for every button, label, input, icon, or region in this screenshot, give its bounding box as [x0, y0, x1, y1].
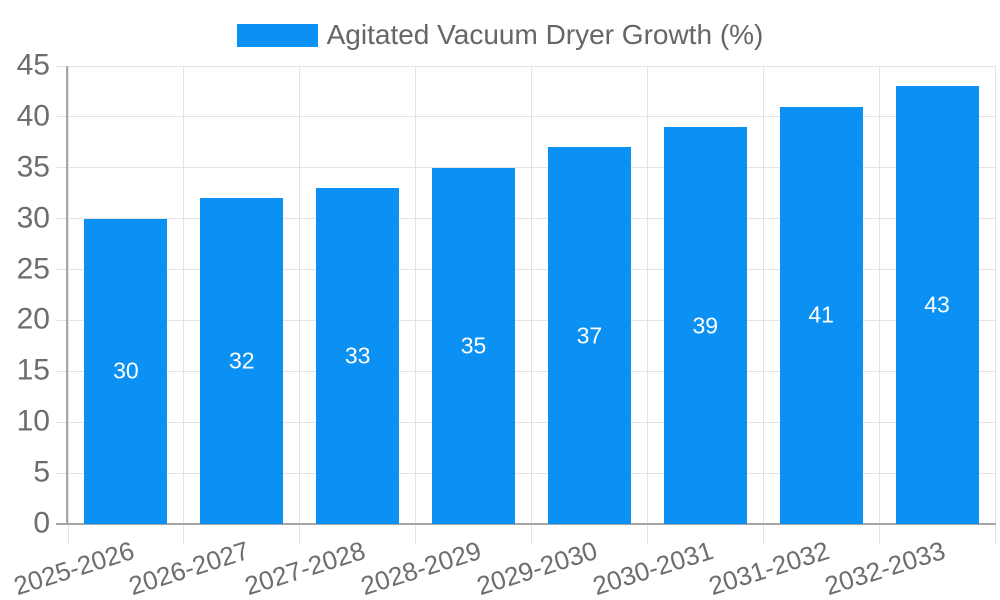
- x-axis-label: 2028-2029: [357, 535, 485, 600]
- gridline-v: [299, 66, 301, 544]
- bar-value-label: 43: [924, 291, 950, 318]
- gridline-v: [183, 66, 185, 544]
- y-axis-label: 15: [16, 353, 50, 387]
- x-axis-label: 2025-2026: [9, 535, 138, 600]
- y-axis-label: 10: [16, 404, 50, 438]
- x-axis-label: 2027-2028: [241, 535, 370, 600]
- x-axis-label: 2026-2027: [125, 535, 254, 600]
- bar: 33: [316, 188, 400, 524]
- gridline-h: [56, 319, 995, 321]
- gridline-h: [56, 167, 995, 169]
- bar: 37: [547, 147, 631, 524]
- bar: 41: [779, 106, 863, 524]
- gridline-v: [994, 66, 996, 544]
- legend[interactable]: Agitated Vacuum Dryer Growth (%): [0, 19, 1000, 51]
- y-axis-line: [66, 66, 68, 524]
- gridline-h: [56, 421, 995, 423]
- y-axis-label: 0: [33, 506, 50, 540]
- gridline-h: [56, 269, 995, 271]
- bar: 39: [663, 127, 747, 524]
- bar: 30: [84, 218, 168, 524]
- gridline-v: [67, 66, 69, 544]
- x-axis-label: 2032-2033: [820, 535, 949, 600]
- gridline-v: [762, 66, 764, 544]
- x-axis-line: [56, 523, 996, 525]
- gridline-h: [56, 116, 995, 118]
- gridline-h: [56, 472, 995, 474]
- bar: 43: [895, 86, 979, 524]
- bar-value-label: 39: [692, 312, 719, 339]
- y-axis-label: 25: [16, 251, 50, 285]
- bar-value-label: 33: [344, 342, 371, 369]
- x-axis-label: 2031-2032: [704, 535, 833, 600]
- gridline-v: [878, 66, 880, 544]
- gridline-v: [646, 66, 648, 544]
- bar-value-label: 32: [229, 347, 255, 374]
- bar: 32: [200, 198, 284, 524]
- gridline-h: [56, 218, 995, 220]
- gridline-h: [56, 370, 995, 372]
- x-axis-label: 2030-2031: [589, 535, 717, 600]
- y-axis-label: 5: [33, 455, 50, 489]
- y-axis-label: 30: [16, 201, 50, 235]
- x-axis-label: 2029-2030: [473, 535, 601, 600]
- bar: 35: [432, 167, 516, 524]
- bar-value-label: 30: [113, 357, 139, 384]
- y-axis-label: 35: [16, 150, 50, 184]
- y-axis-label: 20: [16, 302, 50, 336]
- gridline-h: [56, 65, 995, 67]
- gridline-v: [415, 66, 417, 544]
- y-axis-label: 40: [16, 99, 50, 133]
- gridline-v: [531, 66, 532, 544]
- bar-value-label: 41: [808, 301, 834, 328]
- legend-label: Agitated Vacuum Dryer Growth (%): [326, 19, 764, 50]
- y-axis-label: 45: [16, 48, 50, 82]
- legend-swatch: [236, 23, 318, 47]
- bar-value-label: 37: [576, 322, 603, 349]
- bar-value-label: 35: [460, 332, 487, 359]
